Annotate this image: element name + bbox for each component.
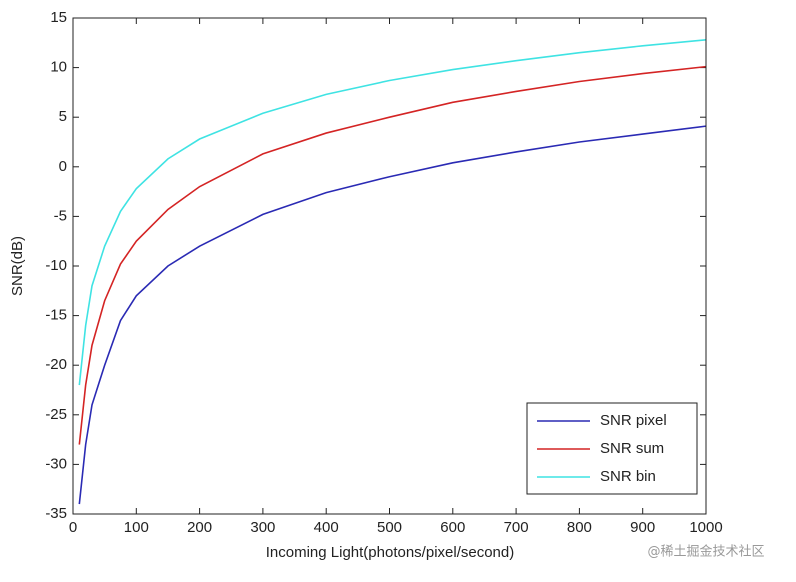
series-line [78, 65, 707, 445]
x-tick-label: 300 [250, 519, 275, 536]
legend-label: SNR bin [600, 468, 656, 485]
y-tick-label: -35 [45, 505, 67, 522]
x-tick-label: 700 [504, 519, 529, 536]
y-tick-label: -5 [54, 207, 67, 224]
y-tick-label: -20 [45, 356, 67, 373]
x-tick-label: 400 [314, 519, 339, 536]
x-tick-label: 1000 [689, 519, 722, 536]
x-tick-label: 200 [187, 519, 212, 536]
y-tick-label: 10 [50, 59, 67, 76]
series-line [78, 39, 707, 386]
y-tick-label: 15 [50, 9, 67, 26]
x-tick-label: 500 [377, 519, 402, 536]
x-tick-label: 600 [440, 519, 465, 536]
legend-label: SNR sum [600, 440, 664, 457]
y-tick-label: -30 [45, 455, 67, 472]
y-tick-label: 0 [59, 158, 67, 175]
plot-frame [72, 17, 707, 515]
series-line [78, 125, 707, 505]
y-tick-label: -25 [45, 406, 67, 423]
legend-label: SNR pixel [600, 412, 667, 429]
x-tick-label: 900 [630, 519, 655, 536]
y-tick-label: -15 [45, 307, 67, 324]
y-axis-label: SNR(dB) [9, 236, 26, 296]
y-tick-label: 5 [59, 108, 67, 125]
watermark: @稀土掘金技术社区 [647, 544, 764, 560]
x-tick-label: 0 [69, 519, 77, 536]
x-tick-label: 100 [124, 519, 149, 536]
x-axis-label: Incoming Light(photons/pixel/second) [266, 544, 514, 561]
x-tick-label: 800 [567, 519, 592, 536]
y-tick-label: -10 [45, 257, 67, 274]
